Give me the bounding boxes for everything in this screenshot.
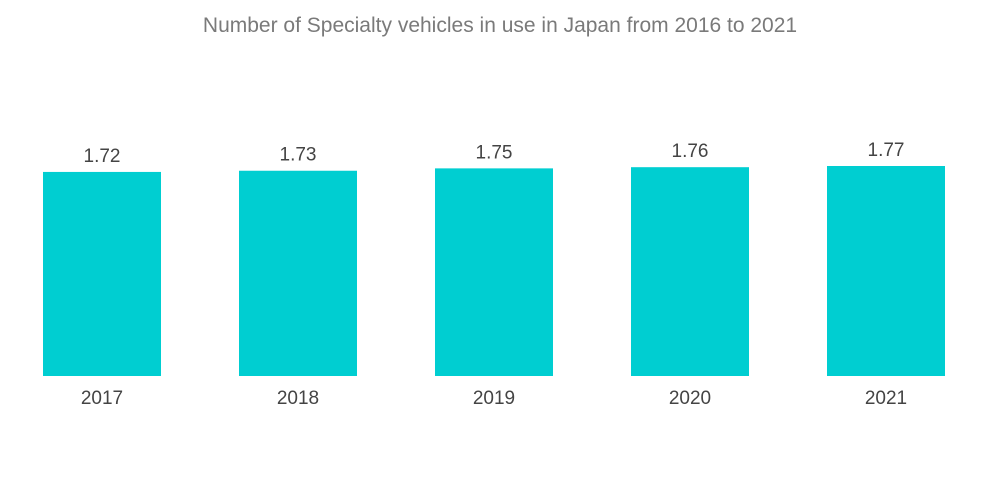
category-label-2019: 2019 <box>473 388 515 409</box>
value-label-2019: 1.75 <box>476 142 513 163</box>
category-label-2020: 2020 <box>669 388 711 409</box>
bar-2020 <box>631 167 749 376</box>
value-label-2017: 1.72 <box>84 146 121 167</box>
bar-2018 <box>239 170 357 376</box>
value-label-2020: 1.76 <box>672 141 709 162</box>
category-label-2017: 2017 <box>81 388 123 409</box>
bar-2019 <box>435 168 553 376</box>
value-label-2018: 1.73 <box>280 145 317 166</box>
bar-2021 <box>827 166 945 376</box>
category-label-2018: 2018 <box>277 388 319 409</box>
chart-title: Number of Specialty vehicles in use in J… <box>202 14 798 37</box>
value-label-2021: 1.77 <box>868 140 905 161</box>
category-label-2021: 2021 <box>865 388 907 409</box>
bar-2017 <box>43 171 161 376</box>
